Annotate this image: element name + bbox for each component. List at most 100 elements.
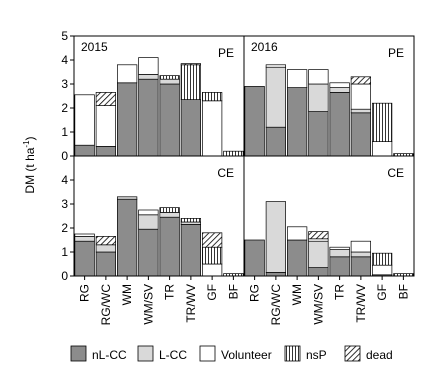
bar-segment-2015-ce-tr-wv-l-cc	[180, 221, 202, 225]
bar-segment-2015-pe-gf-volunteer	[202, 100, 223, 157]
bar-segment-2016-ce-tr-wv-volunteer	[350, 240, 372, 253]
y-tick-label-bottom-3: 3	[61, 197, 68, 211]
legend-swatch-dead	[344, 345, 361, 362]
bar-segment-2015-pe-wm-sv-l-cc	[138, 74, 159, 80]
y-tick-label-top-1: 1	[61, 125, 68, 139]
bar-segment-2016-pe-tr-wv-nl-cc	[350, 112, 372, 157]
bar-segment-2015-ce-gf-dead	[202, 232, 223, 248]
y-tick-label-top-0: 0	[61, 149, 68, 163]
x-tick-label-left-wm: WM	[120, 284, 134, 305]
x-tick-label-left-rg: RG	[78, 284, 92, 302]
bar-segment-2015-ce-wm-l-cc	[116, 196, 138, 200]
bar-segment-2016-pe-wm-volunteer	[287, 69, 308, 88]
bar-segment-2015-ce-tr-nsp	[159, 207, 180, 213]
bar-segment-2016-ce-tr-wv-l-cc	[350, 251, 372, 258]
bar-segment-2015-pe-rg-wc-volunteer	[95, 105, 116, 147]
x-tick-label-right-bf: BF	[396, 284, 410, 299]
bar-segment-2016-pe-tr-l-cc	[329, 87, 350, 93]
bar-segment-2016-pe-rg-wc-l-cc	[265, 66, 287, 128]
bar-segment-2015-ce-tr-wv-nsp	[180, 218, 202, 223]
bar-segment-2016-ce-wm-sv-dead	[308, 231, 329, 240]
x-tick-label-right-tr: TR	[333, 284, 347, 300]
bar-segment-2015-pe-rg-wc-dead	[95, 92, 116, 106]
bar-segment-2015-pe-bf-nsp	[223, 150, 244, 157]
bar-segment-2016-pe-rg-wc-nl-cc	[265, 126, 287, 157]
x-tick-label-left-gf: GF	[205, 284, 219, 301]
panel-treatment-label-2015-ce: CE	[217, 166, 234, 180]
bar-segment-2016-pe-wm-sv-l-cc	[308, 83, 329, 112]
legend-label-nl-cc: nL-CC	[92, 348, 127, 362]
legend-swatch-nl-cc	[70, 345, 87, 362]
y-axis-label-close: )	[23, 136, 37, 140]
bar-segment-2015-pe-tr-wv-nl-cc	[180, 99, 202, 157]
bar-segment-2015-pe-tr-nl-cc	[159, 83, 180, 157]
bar-segment-2015-pe-gf-nsp	[202, 92, 223, 102]
legend-swatch-l-cc	[137, 345, 154, 362]
x-tick-label-left-tr-wv: TR/WV	[184, 284, 198, 323]
bar-segment-2016-ce-gf-nsp	[372, 252, 393, 266]
bar-segment-2015-ce-wm-nl-cc	[116, 198, 138, 277]
bar-segment-2015-pe-tr-wv-nsp	[180, 64, 202, 100]
x-tick-label-right-wm-sv: WM/SV	[311, 284, 325, 325]
bar-segment-2015-ce-wm-sv-volunteer	[138, 209, 159, 216]
y-tick-label-top-4: 4	[61, 53, 68, 67]
legend-label-nsp: nsP	[306, 348, 327, 362]
y-axis-label-superscript: -1	[22, 140, 31, 148]
bar-segment-2016-pe-wm-nl-cc	[287, 87, 308, 157]
bar-segment-2015-pe-rg-volunteer	[74, 94, 95, 146]
legend: nL-CC L-CC Volunteer nsP dead	[70, 345, 393, 362]
bar-segment-2016-ce-rg-wc-nl-cc	[265, 272, 287, 277]
x-tick-label-left-wm-sv: WM/SV	[141, 284, 155, 325]
y-tick-label-bottom-2: 2	[61, 221, 68, 235]
bar-segment-2016-pe-gf-volunteer	[372, 141, 393, 157]
bars-layer	[74, 57, 414, 277]
bar-segment-2016-ce-wm-nl-cc	[287, 239, 308, 277]
panel-year-label-2015-pe: 2015	[81, 40, 108, 54]
y-tick-label-top-2: 2	[61, 101, 68, 115]
bar-segment-2015-ce-tr-l-cc	[159, 212, 180, 218]
bar-segment-2016-pe-rg-nl-cc	[244, 86, 265, 157]
panel-treatment-label-2016-pe: PE	[388, 46, 404, 60]
x-tick-label-left-tr: TR	[163, 284, 177, 300]
bar-segment-2015-pe-tr-l-cc	[159, 78, 180, 85]
bar-segment-2016-ce-rg-nl-cc	[244, 239, 265, 277]
bar-segment-2016-pe-wm-sv-nl-cc	[308, 111, 329, 157]
bar-segment-2015-ce-tr-nl-cc	[159, 216, 180, 277]
bar-segment-2015-ce-gf-volunteer	[202, 263, 223, 277]
y-tick-label-top-5: 5	[61, 29, 68, 43]
legend-label-dead: dead	[366, 348, 393, 362]
bar-segment-2015-pe-rg-nl-cc	[74, 144, 95, 157]
y-axis-label: DM (t ha-1)	[22, 136, 37, 193]
bar-segment-2015-pe-wm-nl-cc	[116, 82, 138, 157]
bar-segment-2016-pe-wm-sv-volunteer	[308, 69, 329, 85]
y-tick-label-top-3: 3	[61, 77, 68, 91]
x-tick-label-right-rg-wc: RG/WC	[269, 284, 283, 326]
bar-segment-2015-ce-rg-wc-dead	[95, 236, 116, 246]
panel-treatment-label-2015-pe: PE	[218, 46, 234, 60]
bar-segment-2015-pe-wm-sv-volunteer	[138, 57, 159, 75]
bar-segment-2016-pe-tr-wv-dead	[350, 76, 372, 85]
bar-segment-2016-ce-wm-sv-l-cc	[308, 240, 329, 268]
bar-segment-2015-pe-wm-volunteer	[116, 64, 138, 84]
bar-segment-2016-ce-wm-sv-nl-cc	[308, 267, 329, 277]
y-tick-label-bottom-4: 4	[61, 173, 68, 187]
y-axis-label-text: DM (t ha	[23, 147, 37, 193]
bar-segment-2016-pe-rg-wc-volunteer	[265, 64, 287, 68]
bar-segment-2016-ce-gf-volunteer	[372, 264, 393, 276]
bar-segment-2015-pe-tr-wv-dead	[180, 63, 202, 66]
bar-segment-2016-pe-gf-nsp	[372, 102, 393, 142]
bar-segment-2015-pe-wm-sv-nl-cc	[138, 78, 159, 157]
bar-segment-2015-ce-wm-sv-nl-cc	[138, 228, 159, 277]
x-tick-label-left-bf: BF	[226, 284, 240, 299]
bar-segment-2015-ce-tr-wv-nl-cc	[180, 224, 202, 277]
panel-treatment-label-2016-ce: CE	[387, 166, 404, 180]
x-tick-label-right-rg: RG	[248, 284, 262, 302]
bar-segment-2015-ce-rg-wc-l-cc	[95, 244, 116, 253]
panel-year-label-2016-pe: 2016	[251, 40, 278, 54]
bar-segment-2016-pe-tr-nl-cc	[329, 92, 350, 157]
bar-segment-2016-ce-tr-l-cc	[329, 249, 350, 258]
bar-segment-2016-pe-tr-wv-l-cc	[350, 108, 372, 114]
bar-segment-2016-ce-wm-sv-volunteer	[308, 238, 329, 242]
bar-segment-2016-pe-tr-wv-volunteer	[350, 83, 372, 110]
